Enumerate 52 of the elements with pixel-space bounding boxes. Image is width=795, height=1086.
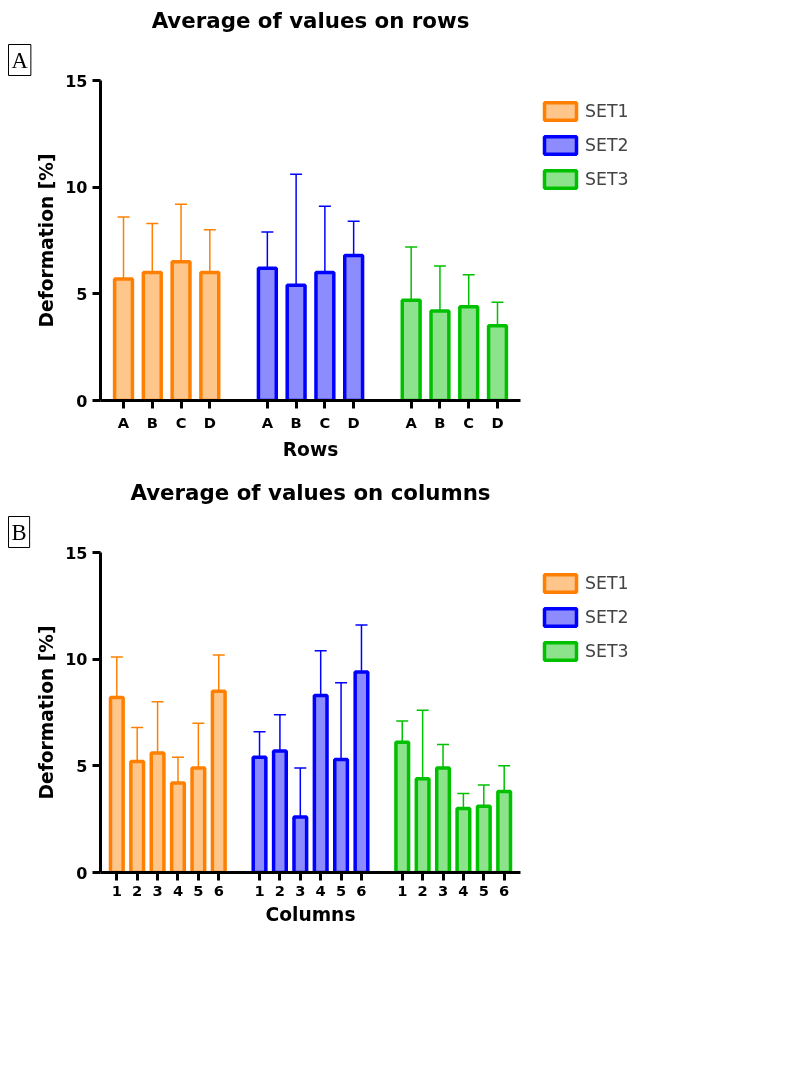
chart-title: Average of values on rows bbox=[151, 7, 470, 33]
y-tick-label: 10 bbox=[65, 650, 88, 670]
y-tick-label: 0 bbox=[76, 391, 88, 411]
x-tick-label: D bbox=[491, 413, 504, 431]
x-axis-title: Rows bbox=[282, 438, 339, 460]
y-tick-label: 15 bbox=[65, 71, 88, 91]
legend-label: SET1 bbox=[585, 101, 629, 121]
y-axis-title: Deformation [%] bbox=[36, 153, 58, 328]
y-tick-label: 10 bbox=[65, 178, 88, 198]
x-tick-label: 6 bbox=[499, 881, 510, 899]
y-tick-label: 5 bbox=[76, 756, 88, 776]
x-tick-label: 4 bbox=[315, 881, 326, 899]
x-tick-label: 2 bbox=[274, 881, 286, 899]
y-axis-title: Deformation [%] bbox=[36, 625, 58, 800]
x-tick-label: B bbox=[290, 413, 302, 431]
text: B bbox=[11, 519, 27, 545]
x-tick-label: A bbox=[261, 413, 274, 431]
y-tick-label: 0 bbox=[76, 863, 88, 883]
x-tick-label: A bbox=[117, 413, 130, 431]
y-tick-label: 15 bbox=[65, 543, 88, 563]
x-tick-label: 5 bbox=[335, 881, 347, 899]
x-tick-label: 3 bbox=[437, 881, 449, 899]
legend-label: SET3 bbox=[585, 641, 629, 661]
x-tick-label: 2 bbox=[132, 881, 143, 899]
legend-label: SET2 bbox=[585, 607, 629, 627]
x-tick-label: D bbox=[203, 413, 216, 431]
chart-title: Average of values on columns bbox=[130, 479, 491, 505]
x-tick-label: 6 bbox=[213, 881, 224, 899]
x-tick-label: C bbox=[463, 413, 475, 431]
x-tick-label: 5 bbox=[478, 881, 489, 899]
x-tick-label: 1 bbox=[254, 881, 265, 899]
x-tick-label: D bbox=[347, 413, 360, 431]
x-tick-label: A bbox=[405, 413, 418, 431]
x-tick-label: B bbox=[146, 413, 158, 431]
x-tick-label: 1 bbox=[111, 881, 122, 899]
y-tick-label: 5 bbox=[76, 284, 88, 304]
x-tick-label: 5 bbox=[193, 881, 204, 899]
x-tick-label: 3 bbox=[295, 881, 306, 899]
x-tick-label: 4 bbox=[458, 881, 469, 899]
legend-label: SET2 bbox=[585, 135, 629, 155]
x-tick-label: 2 bbox=[417, 881, 428, 899]
x-tick-label: 3 bbox=[152, 881, 163, 899]
x-tick-label: C bbox=[319, 413, 331, 431]
text: A bbox=[11, 47, 29, 73]
x-axis-title: Columns bbox=[265, 903, 356, 925]
legend-label: SET1 bbox=[585, 573, 629, 593]
x-tick-label: C bbox=[175, 413, 187, 431]
x-tick-label: 4 bbox=[172, 881, 184, 899]
x-tick-label: 1 bbox=[397, 881, 408, 899]
legend-label: SET3 bbox=[585, 169, 629, 189]
x-tick-label: 6 bbox=[356, 881, 367, 899]
x-tick-label: B bbox=[434, 413, 446, 431]
